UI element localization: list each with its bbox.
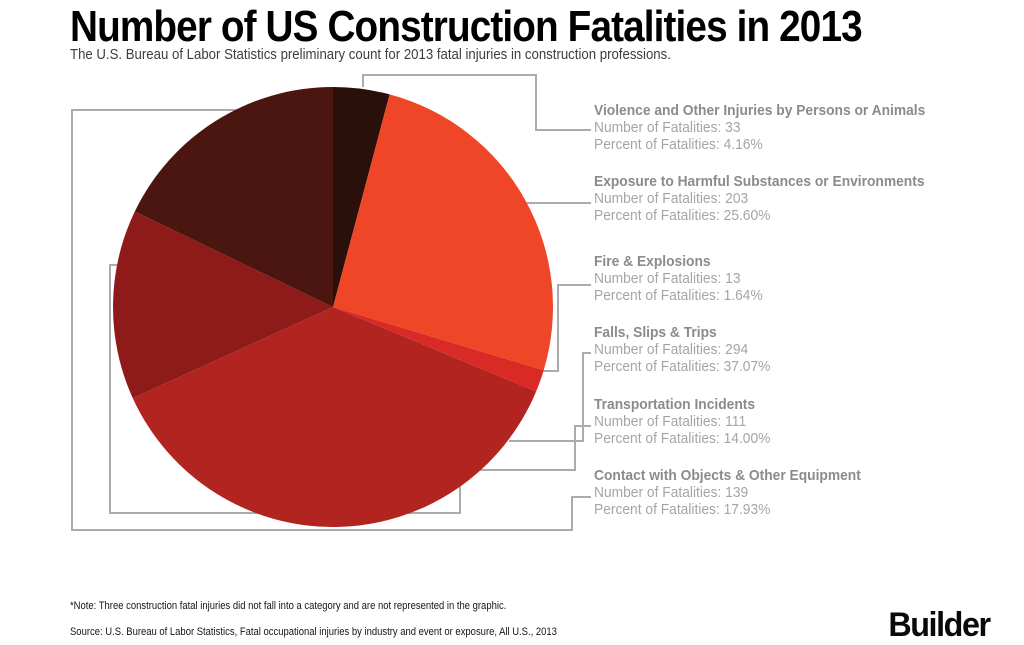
legend-percent: Percent of Fatalities: 37.07%: [594, 358, 771, 375]
connector-line: [109, 264, 591, 514]
legend-item: Exposure to Harmful Substances or Enviro…: [594, 173, 925, 224]
legend-title: Falls, Slips & Trips: [594, 324, 717, 341]
pie-slice: [112, 211, 333, 399]
legend-percent: Percent of Fatalities: 17.93%: [594, 501, 771, 518]
legend-title: Violence and Other Injuries by Persons o…: [594, 102, 926, 119]
legend-item: Contact with Objects & Other Equipment Nu…: [594, 467, 861, 518]
legend-percent: Percent of Fatalities: 1.64%: [594, 287, 763, 304]
legend-item: Transportation Incidents Number of Fatali…: [594, 396, 770, 447]
pie-slice: [333, 307, 544, 392]
legend-title: Contact with Objects & Other Equipment: [594, 467, 861, 484]
connector-line: [362, 74, 591, 131]
pie-slice: [134, 87, 333, 307]
legend-percent: Percent of Fatalities: 14.00%: [594, 430, 771, 447]
source-text: Source: U.S. Bureau of Labor Statistics,…: [70, 626, 557, 638]
builder-logo: Builder: [888, 606, 992, 644]
note-text: *Note: Three construction fatal injuries…: [70, 600, 507, 612]
legend-title: Fire & Explosions: [594, 253, 711, 270]
page-title: Number of US Construction Fatalities in …: [70, 2, 863, 51]
legend-item: Fire & Explosions Number of Fatalities: 1…: [594, 253, 763, 304]
pie-slice: [132, 307, 537, 528]
legend-fatalities: Number of Fatalities: 294: [594, 341, 749, 358]
legend-percent: Percent of Fatalities: 25.60%: [594, 207, 771, 224]
legend-fatalities: Number of Fatalities: 13: [594, 270, 741, 287]
legend-fatalities: Number of Fatalities: 139: [594, 484, 749, 501]
legend-fatalities: Number of Fatalities: 111: [594, 413, 747, 430]
connector-line: [71, 109, 591, 531]
legend-title: Transportation Incidents: [594, 396, 756, 413]
pie-slice: [333, 86, 390, 307]
legend-fatalities: Number of Fatalities: 203: [594, 190, 749, 207]
legend-item: Violence and Other Injuries by Persons o…: [594, 102, 925, 153]
connector-line: [542, 284, 591, 372]
page-subtitle: The U.S. Bureau of Labor Statistics prel…: [70, 46, 671, 63]
legend-title: Exposure to Harmful Substances or Enviro…: [594, 173, 925, 190]
legend-item: Falls, Slips & Trips Number of Fatalities…: [594, 324, 770, 375]
pie-slice: [333, 94, 553, 371]
connector-line: [509, 352, 591, 442]
legend-percent: Percent of Fatalities: 4.16%: [594, 136, 763, 153]
legend-fatalities: Number of Fatalities: 33: [594, 119, 741, 136]
